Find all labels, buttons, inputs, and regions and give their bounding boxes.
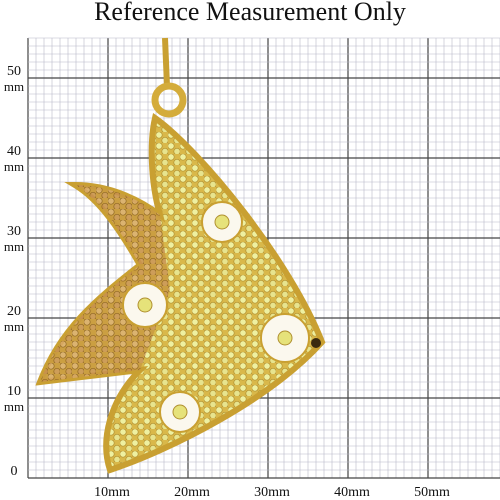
y-label-number: 40	[7, 144, 21, 159]
chain	[162, 37, 170, 87]
fish-eye	[311, 338, 321, 348]
y-label-unit: mm	[4, 399, 24, 414]
flower-centers	[137, 214, 293, 420]
x-label: 10mm	[94, 485, 130, 500]
y-label-unit: mm	[4, 79, 24, 94]
y-label-number: 20	[7, 304, 21, 319]
x-label: 40mm	[334, 485, 370, 500]
y-label-unit: mm	[4, 159, 24, 174]
title: Reference Measurement Only	[94, 0, 406, 26]
y-label-number: 30	[7, 224, 21, 239]
y-label-number: 50	[7, 64, 21, 79]
bail	[151, 82, 187, 118]
y-label-unit: mm	[4, 239, 24, 254]
y-label-unit: mm	[4, 319, 24, 334]
fish-tail	[40, 185, 170, 382]
y-label-number: 10	[7, 384, 21, 399]
y-label-number: 0	[11, 464, 18, 479]
x-label: 50mm	[414, 485, 450, 500]
pendant	[35, 37, 326, 474]
x-label: 30mm	[254, 485, 290, 500]
x-label: 20mm	[174, 485, 210, 500]
